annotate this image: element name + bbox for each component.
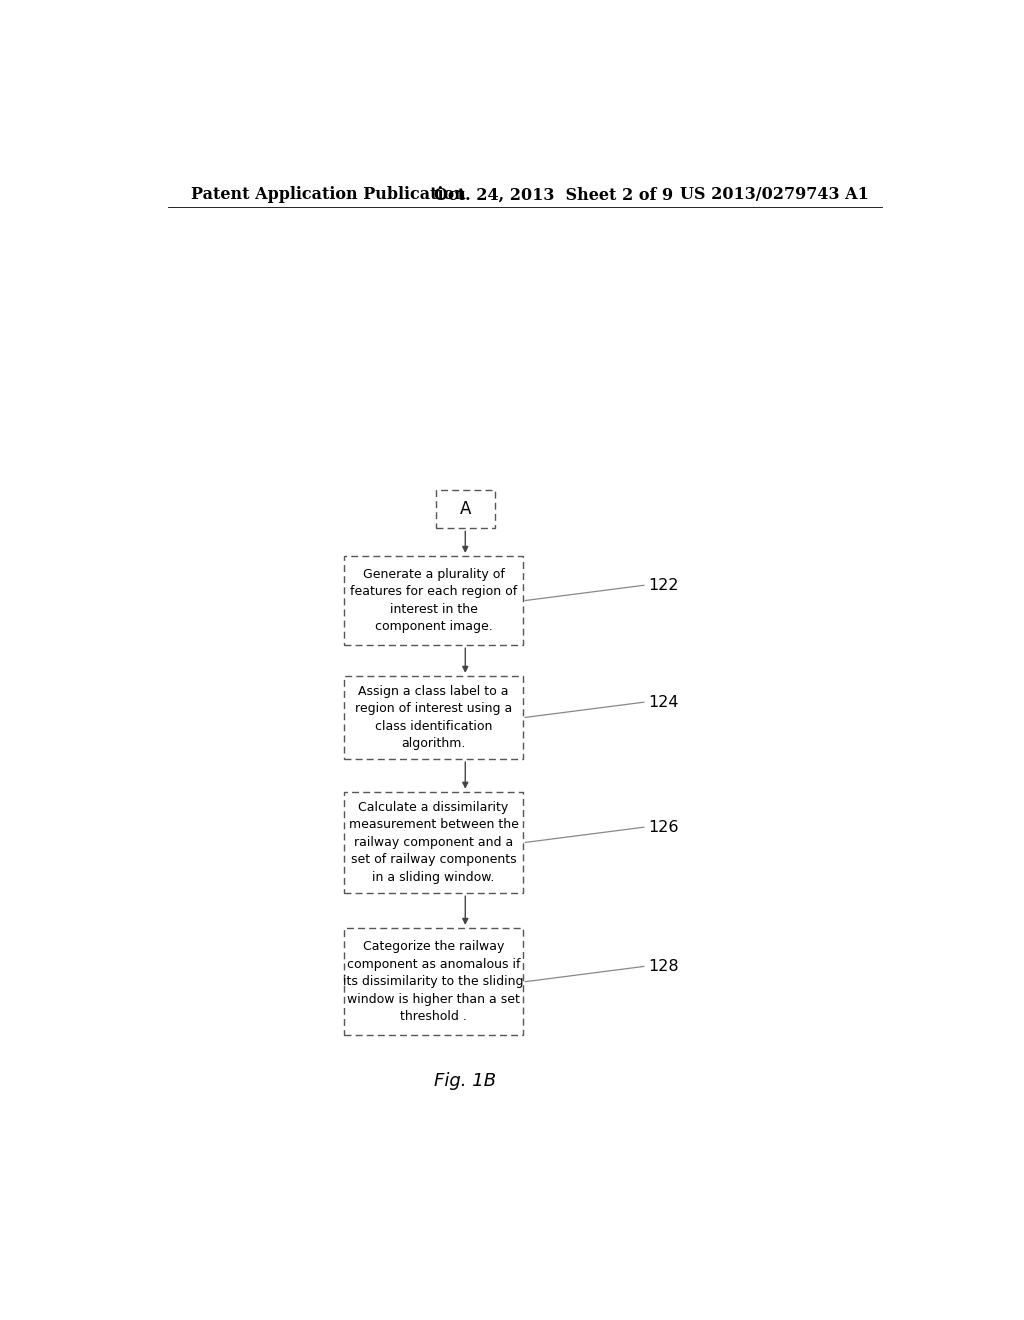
Text: Fig. 1B: Fig. 1B [434, 1072, 497, 1090]
FancyBboxPatch shape [344, 792, 523, 894]
Text: Patent Application Publication: Patent Application Publication [191, 186, 466, 203]
Text: 124: 124 [648, 694, 678, 710]
Text: A: A [460, 500, 471, 517]
Text: 126: 126 [648, 820, 678, 834]
Text: 122: 122 [648, 578, 678, 593]
FancyBboxPatch shape [344, 676, 523, 759]
Text: Oct. 24, 2013  Sheet 2 of 9: Oct. 24, 2013 Sheet 2 of 9 [433, 186, 673, 203]
Text: Categorize the railway
component as anomalous if
its dissimilarity to the slidin: Categorize the railway component as anom… [343, 940, 524, 1023]
Text: US 2013/0279743 A1: US 2013/0279743 A1 [680, 186, 868, 203]
FancyBboxPatch shape [435, 490, 495, 528]
Text: Calculate a dissimilarity
measurement between the
railway component and a
set of: Calculate a dissimilarity measurement be… [348, 801, 518, 884]
FancyBboxPatch shape [344, 556, 523, 645]
Text: Generate a plurality of
features for each region of
interest in the
component im: Generate a plurality of features for eac… [350, 568, 517, 634]
Text: Assign a class label to a
region of interest using a
class identification
algori: Assign a class label to a region of inte… [355, 685, 512, 750]
FancyBboxPatch shape [344, 928, 523, 1035]
Text: 128: 128 [648, 958, 679, 974]
